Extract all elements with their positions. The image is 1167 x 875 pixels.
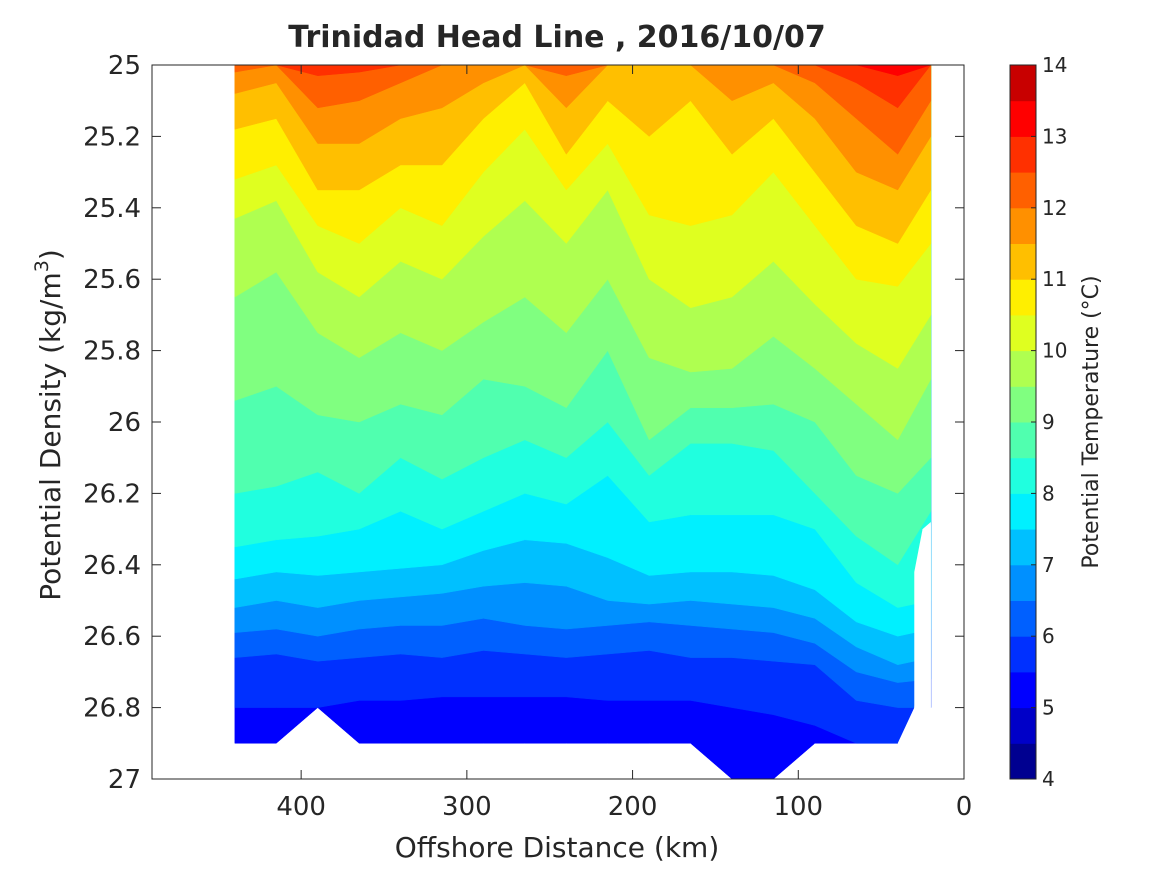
chart-title: Trinidad Head Line , 2016/10/07 bbox=[288, 20, 825, 55]
y-tick-label: 27 bbox=[108, 765, 141, 795]
colorbar-tick-label: 11 bbox=[1042, 267, 1067, 291]
colorbar-swatch bbox=[1010, 743, 1036, 780]
colorbar-swatch bbox=[1010, 207, 1036, 244]
colorbar-swatch bbox=[1010, 671, 1036, 709]
colorbar-swatch bbox=[1010, 136, 1036, 173]
colorbar-swatch bbox=[1010, 279, 1036, 316]
colorbar-swatch bbox=[1010, 350, 1036, 387]
colorbar-swatch bbox=[1010, 172, 1036, 209]
colorbar-swatch bbox=[1010, 493, 1036, 530]
colorbar-tick-label: 7 bbox=[1042, 553, 1055, 577]
y-tick-label: 26.2 bbox=[83, 479, 141, 509]
colorbar: 4 5 6 7 8 9 10 11 12 13 14 bbox=[1009, 53, 1067, 791]
colorbar-label: Potential Temperature (°C) bbox=[1079, 275, 1104, 568]
colorbar-tick-label: 4 bbox=[1042, 767, 1055, 791]
y-tick-label: 26.6 bbox=[83, 622, 141, 652]
colorbar-swatch bbox=[1010, 457, 1036, 494]
colorbar-tick-label: 12 bbox=[1042, 196, 1067, 220]
y-axis-label-close: ) bbox=[34, 249, 67, 260]
x-tick-label: 400 bbox=[276, 792, 326, 822]
x-tick-label: 0 bbox=[956, 792, 973, 822]
colorbar-swatch bbox=[1010, 243, 1036, 280]
y-tick-label: 26.8 bbox=[83, 694, 141, 724]
no-data-mask bbox=[897, 521, 931, 744]
colorbar-swatch bbox=[1010, 100, 1036, 137]
colorbar-swatch bbox=[1010, 529, 1036, 566]
x-tick-label: 300 bbox=[442, 792, 492, 822]
y-tick-label: 25.6 bbox=[83, 265, 141, 295]
colorbar-tick-label: 10 bbox=[1042, 339, 1067, 363]
colorbar-swatch bbox=[1010, 564, 1036, 601]
colorbar-swatch bbox=[1010, 386, 1036, 423]
y-tick-label: 26.4 bbox=[83, 551, 141, 581]
colorbar-swatch bbox=[1010, 422, 1036, 459]
colorbar-swatch bbox=[1010, 707, 1036, 744]
colorbar-swatch bbox=[1010, 65, 1036, 102]
colorbar-swatch bbox=[1010, 600, 1036, 637]
x-tick-label: 100 bbox=[773, 792, 823, 822]
y-tick-label: 25.2 bbox=[83, 122, 141, 152]
colorbar-tick-label: 14 bbox=[1042, 53, 1067, 77]
x-axis-label: Offshore Distance (km) bbox=[395, 831, 720, 864]
y-tick-label: 25 bbox=[108, 51, 141, 81]
y-axis: 25 25.2 25.4 25.6 25.8 26 26.2 26.4 26.6 26.8 27 bbox=[83, 51, 964, 795]
y-axis-label-superscript: 3 bbox=[31, 260, 53, 272]
colorbar-tick-label: 6 bbox=[1042, 624, 1055, 648]
x-tick-label: 200 bbox=[608, 792, 658, 822]
x-axis: 400 300 200 100 0 bbox=[276, 65, 972, 822]
y-axis-label-main: Potential Density (kg/m bbox=[34, 272, 67, 601]
y-axis-label: Potential Density (kg/m3) bbox=[31, 249, 67, 601]
plot-area bbox=[151, 64, 965, 780]
colorbar-tick-label: 13 bbox=[1042, 124, 1067, 148]
colorbar-tick-label: 5 bbox=[1042, 696, 1055, 720]
colorbar-tick-label: 8 bbox=[1042, 481, 1055, 505]
y-tick-label: 26 bbox=[108, 408, 141, 438]
colorbar-swatch bbox=[1010, 636, 1036, 673]
colorbar-tick-label: 9 bbox=[1042, 410, 1055, 434]
colorbar-swatch bbox=[1010, 314, 1036, 352]
y-tick-label: 25.8 bbox=[83, 337, 141, 367]
y-tick-label: 25.4 bbox=[83, 194, 141, 224]
